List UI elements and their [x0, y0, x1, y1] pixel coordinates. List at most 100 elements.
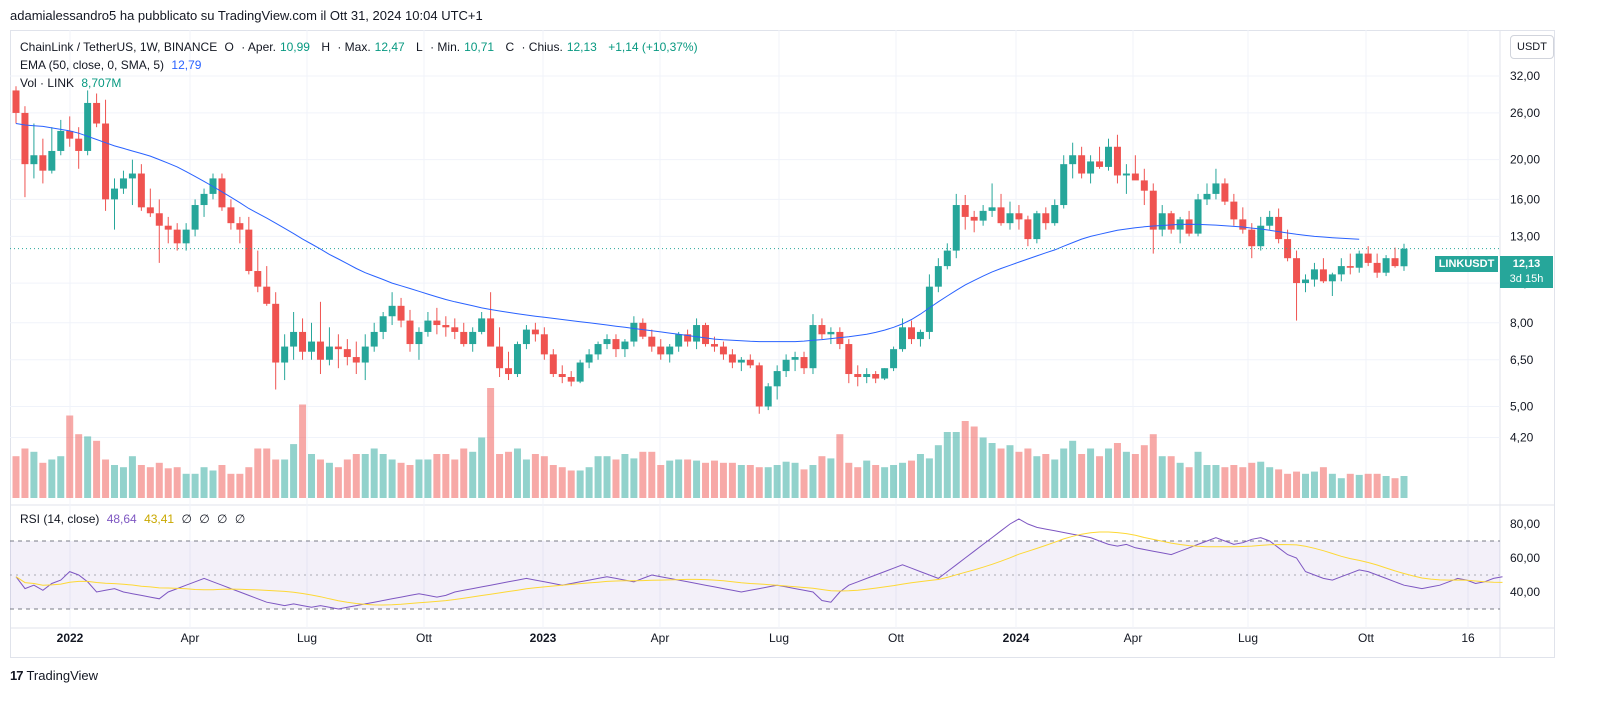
candle-body: [343, 349, 351, 358]
candle-body: [102, 123, 110, 200]
volume-bar: [522, 459, 530, 498]
volume-bar: [549, 465, 557, 498]
volume-bar: [1158, 456, 1166, 498]
candle-body: [137, 173, 145, 208]
volume-bar: [531, 454, 539, 498]
rsi-value: 48,64: [106, 512, 137, 526]
candle-body: [469, 331, 477, 345]
volume-bar: [406, 465, 414, 498]
tradingview-brand: TradingView: [26, 668, 99, 683]
volume-bar: [460, 448, 468, 498]
volume-bar: [890, 465, 898, 498]
candle-body: [1122, 173, 1130, 176]
tradingview-footer[interactable]: 17 TradingView: [10, 668, 98, 683]
volume-bar: [845, 462, 853, 498]
volume-bar: [12, 456, 20, 498]
volume-bar: [827, 458, 835, 498]
candle-body: [1310, 269, 1318, 280]
volume-bar: [263, 448, 271, 498]
candle-body: [1328, 274, 1336, 282]
price-tick-label: 32,00: [1510, 69, 1540, 83]
volume-bar: [961, 421, 969, 498]
volume-bar: [388, 459, 396, 498]
ohlc-low: L · Min. 10,71: [416, 40, 495, 54]
volume-bar: [1266, 467, 1274, 498]
volume-bar: [934, 445, 942, 498]
volume-bar: [836, 434, 844, 498]
candle-body: [890, 349, 898, 369]
volume-bar: [1122, 451, 1130, 498]
volume-bar: [227, 473, 235, 498]
candle-body: [146, 207, 154, 214]
currency-button[interactable]: USDT: [1510, 35, 1554, 59]
candle-body: [1275, 216, 1283, 240]
candle-body: [442, 325, 450, 328]
volume-bar: [791, 462, 799, 498]
volume-bar: [1373, 473, 1381, 498]
candle-body: [630, 322, 638, 342]
volume-bar: [1355, 474, 1363, 498]
volume-bar: [1096, 456, 1104, 498]
volume-bar: [719, 462, 727, 498]
volume-bar: [540, 456, 548, 498]
candle-body: [791, 357, 799, 360]
candle-body: [1302, 279, 1309, 284]
volume-bar: [102, 459, 110, 498]
candle-body: [702, 325, 710, 345]
volume-bar: [182, 473, 190, 498]
candle-body: [1069, 155, 1077, 165]
volume-bar: [1212, 465, 1220, 498]
candle-body: [1391, 258, 1399, 267]
volume-bar: [1131, 454, 1139, 498]
candle-body: [1087, 161, 1095, 174]
time-tick-label: Apr: [181, 631, 200, 645]
candle-body: [1149, 190, 1157, 230]
candle-body: [1194, 199, 1202, 234]
legend-row-ohlc: ChainLink / TetherUS, 1W, BINANCE O · Ap…: [20, 40, 702, 54]
volume-bar: [1328, 473, 1336, 498]
candle-body: [1364, 253, 1372, 263]
volume-bar: [1167, 456, 1175, 498]
candle-body: [737, 359, 745, 363]
price-tick-label: 6,50: [1510, 353, 1534, 367]
time-tick-label: Apr: [1124, 631, 1143, 645]
candle-body: [505, 368, 513, 375]
candle-body: [415, 331, 423, 345]
volume-bar: [899, 462, 907, 498]
candle-body: [612, 339, 620, 350]
candle-body: [1230, 201, 1238, 220]
candle-body: [728, 354, 736, 363]
candle-body: [1042, 213, 1050, 224]
candle-body: [325, 346, 333, 360]
volume-bar: [800, 469, 808, 498]
candle-body: [710, 344, 718, 347]
candle-body: [773, 371, 781, 387]
candle-body: [997, 207, 1005, 224]
candle-body: [1212, 183, 1220, 194]
volume-bar: [1239, 467, 1247, 498]
volume-bar: [84, 436, 92, 498]
volume-bar: [173, 467, 181, 498]
volume-bar: [137, 465, 145, 498]
volume-bar: [128, 456, 136, 498]
chart-frame: [10, 30, 1555, 658]
candle-body: [1346, 266, 1354, 268]
ohlc-high: H · Max. 12,47: [321, 40, 405, 54]
volume-bar: [576, 470, 584, 498]
price-tick-label: 13,00: [1510, 229, 1540, 243]
volume-bar: [1400, 476, 1408, 498]
volume-bar: [352, 454, 360, 498]
volume-bar: [1364, 473, 1372, 498]
candle-body: [290, 331, 298, 347]
candle-body: [1221, 183, 1229, 202]
candle-body: [227, 207, 235, 224]
candle-body: [675, 334, 683, 347]
volume-bar: [487, 388, 495, 498]
volume-bar: [1284, 473, 1292, 498]
change-value: +1,14 (+10,37%): [608, 40, 698, 54]
volume-bar: [558, 467, 566, 498]
candle-body: [1140, 180, 1148, 191]
candle-body: [236, 223, 244, 230]
volume-bar: [1185, 467, 1193, 498]
